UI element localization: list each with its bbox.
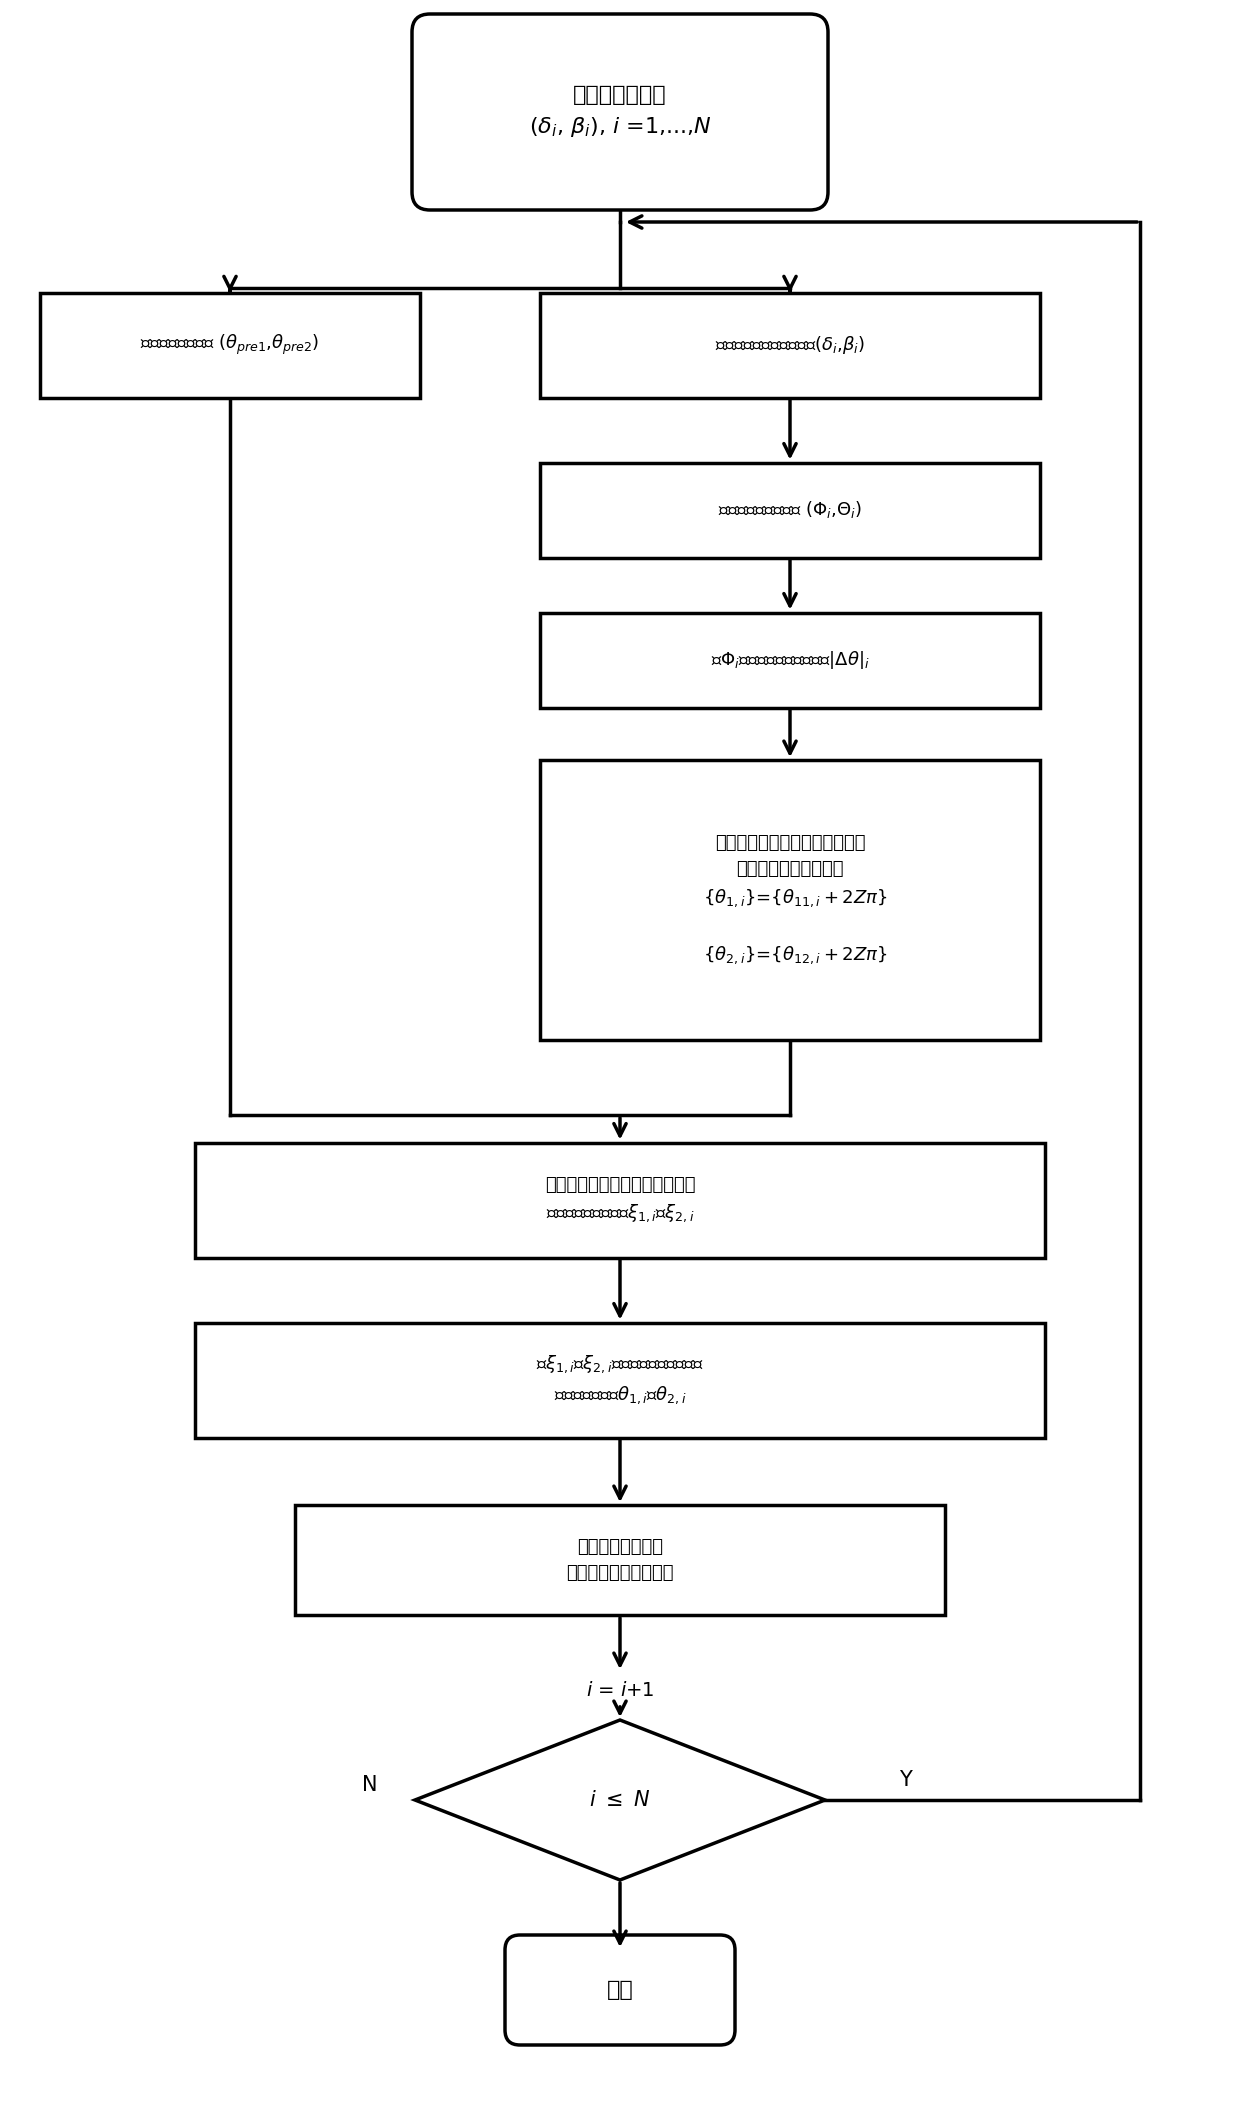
Text: 结束: 结束 [606, 1981, 634, 2000]
Bar [539, 612, 1040, 708]
Text: 瞄准线指向矢量变换 ($\Phi_i$,$\Theta_i$): 瞄准线指向矢量变换 ($\Phi_i$,$\Theta_i$) [718, 501, 862, 520]
Text: $i$ $\leq$ $N$: $i$ $\leq$ $N$ [589, 1791, 651, 1810]
FancyBboxPatch shape [412, 15, 828, 209]
Text: 利用两步法得到两棱镜旋转角度
并扩大取值范围，即：
  $\{\theta_{1,i}\}$=$\{\theta_{11,i}+2Z\pi\}$

  $\{\: 利用两步法得到两棱镜旋转角度 并扩大取值范围，即： $\{\theta_{1,i… [692, 834, 888, 967]
Text: 瞄准线指向矢量
($\delta_i$, $\beta_i$), $i$ =1,...,$N$: 瞄准线指向矢量 ($\delta_i$, $\beta_i$), $i$ =1,… [528, 84, 712, 139]
Bar [539, 760, 1040, 1039]
Text: N: N [362, 1774, 378, 1795]
Bar [40, 291, 420, 397]
Text: $i$ = $i$+1: $i$ = $i$+1 [585, 1681, 655, 1700]
Text: 对比棱镜实时状态的旋转角度得
到棱镜运动幅度集合$\xi_{1,i}$，$\xi_{2,i}$: 对比棱镜实时状态的旋转角度得 到棱镜运动幅度集合$\xi_{1,i}$，$\xi… [544, 1176, 696, 1225]
Bar [195, 1322, 1045, 1438]
FancyBboxPatch shape [505, 1935, 735, 2044]
Bar [539, 463, 1040, 558]
Text: Y: Y [899, 1770, 911, 1791]
Text: 获取棱镜实时状态 ($\theta_{pre1}$,$\theta_{pre2}$): 获取棱镜实时状态 ($\theta_{pre1}$,$\theta_{pre2}… [140, 334, 320, 357]
Text: 输出控制命令控制
相应棱镜旋转电机运动: 输出控制命令控制 相应棱镜旋转电机运动 [567, 1538, 673, 1582]
Polygon shape [415, 1719, 825, 1880]
Text: 由$\Phi_i$计算两棱镜方位角之差$|\Delta\theta|_i$: 由$\Phi_i$计算两棱镜方位角之差$|\Delta\theta|_i$ [711, 648, 869, 672]
Text: 以$\xi_{1,i}$，$\xi_{2,i}$最小为标准对两棱镜旋
转角度进行取值$\theta_{1,i}$，$\theta_{2,i}$: 以$\xi_{1,i}$，$\xi_{2,i}$最小为标准对两棱镜旋 转角度进行… [536, 1354, 704, 1407]
Bar [539, 291, 1040, 397]
Bar [195, 1143, 1045, 1257]
Text: 接受下一瞄准线矢量命令($\delta_i$,$\beta_i$): 接受下一瞄准线矢量命令($\delta_i$,$\beta_i$) [715, 334, 866, 357]
Bar [295, 1506, 945, 1616]
